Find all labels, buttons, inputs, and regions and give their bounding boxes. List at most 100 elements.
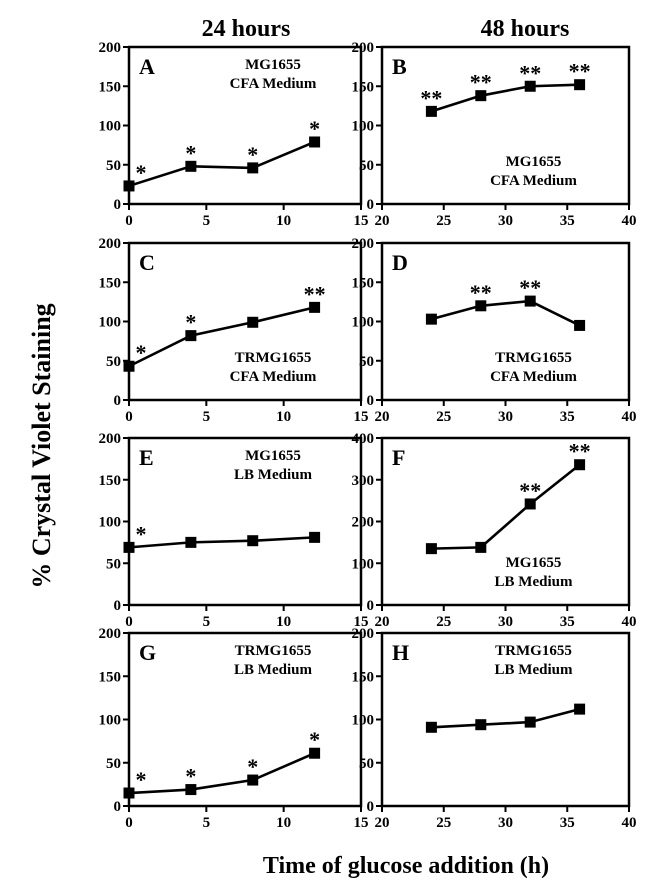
data-point bbox=[524, 498, 536, 510]
y-tick-label: 0 bbox=[367, 393, 375, 409]
significance-marker: * bbox=[185, 310, 196, 335]
series-line bbox=[128, 536, 315, 549]
data-point bbox=[123, 180, 135, 192]
y-tick-label: 100 bbox=[352, 315, 375, 331]
x-tick-label: 15 bbox=[354, 213, 369, 229]
x-tick-label: 30 bbox=[498, 614, 513, 630]
panel-label-b: B bbox=[392, 54, 407, 79]
y-tick-label: 0 bbox=[114, 197, 122, 213]
series-line bbox=[128, 140, 316, 188]
column-header-24h: 24 hours bbox=[202, 16, 291, 42]
data-point bbox=[524, 716, 536, 728]
panel-label-g: G bbox=[139, 640, 156, 665]
y-tick-label: 200 bbox=[99, 236, 122, 252]
panel-label-f: F bbox=[392, 445, 405, 470]
x-tick-label: 10 bbox=[276, 213, 291, 229]
data-point bbox=[475, 541, 487, 553]
x-tick-label: 40 bbox=[622, 409, 637, 425]
y-tick-label: 150 bbox=[99, 79, 122, 95]
strain-label: TRMG1655 bbox=[495, 350, 572, 366]
x-tick-label: 10 bbox=[276, 815, 291, 831]
medium-label: CFA Medium bbox=[490, 173, 577, 189]
series-line bbox=[431, 299, 581, 327]
data-point bbox=[475, 300, 487, 312]
panel-g: 0 50 100 150 200 0 5 10 15 G TRMG1655 LB Medium * * * * bbox=[99, 626, 369, 831]
medium-label: CFA Medium bbox=[490, 369, 577, 385]
data-point bbox=[425, 105, 437, 117]
panel-label-a: A bbox=[139, 54, 155, 79]
significance-marker: ** bbox=[569, 59, 591, 84]
x-tick-label: 40 bbox=[622, 614, 637, 630]
strain-label: MG1655 bbox=[506, 154, 562, 170]
x-tick-label: 20 bbox=[375, 815, 390, 831]
x-tick-label: 5 bbox=[203, 213, 211, 229]
data-point bbox=[185, 784, 197, 796]
significance-marker: ** bbox=[569, 439, 591, 464]
x-tick-label: 5 bbox=[203, 614, 211, 630]
data-point bbox=[247, 162, 259, 174]
x-tick-label: 20 bbox=[375, 213, 390, 229]
y-tick-label: 0 bbox=[114, 393, 122, 409]
y-tick-label: 100 bbox=[99, 515, 122, 531]
x-tick-label: 10 bbox=[276, 614, 291, 630]
data-point bbox=[123, 360, 135, 372]
y-tick-label: 150 bbox=[352, 669, 375, 685]
strain-label: MG1655 bbox=[245, 57, 301, 73]
y-tick-label: 200 bbox=[99, 40, 122, 56]
medium-label: CFA Medium bbox=[230, 76, 317, 92]
x-tick-label: 35 bbox=[560, 815, 575, 831]
y-tick-label: 100 bbox=[99, 713, 122, 729]
strain-label: MG1655 bbox=[245, 448, 301, 464]
x-tick-label: 15 bbox=[354, 409, 369, 425]
data-point bbox=[425, 313, 437, 325]
panel-label-e: E bbox=[139, 445, 154, 470]
y-tick-label: 150 bbox=[352, 79, 375, 95]
series-line bbox=[128, 752, 316, 795]
y-axis-label: % Crystal Violet Staining bbox=[27, 303, 56, 588]
medium-label: CFA Medium bbox=[230, 369, 317, 385]
x-tick-label: 30 bbox=[498, 213, 513, 229]
significance-marker: * bbox=[185, 140, 196, 165]
x-tick-label: 35 bbox=[560, 409, 575, 425]
series-line bbox=[431, 463, 581, 550]
x-tick-label: 30 bbox=[498, 815, 513, 831]
data-point bbox=[425, 543, 437, 555]
data-point bbox=[574, 459, 586, 471]
significance-marker: ** bbox=[519, 478, 541, 503]
y-tick-label: 50 bbox=[359, 158, 374, 174]
significance-marker: * bbox=[309, 727, 320, 752]
x-tick-label: 0 bbox=[125, 409, 133, 425]
y-tick-label: 50 bbox=[106, 556, 121, 572]
y-tick-label: 150 bbox=[99, 669, 122, 685]
data-point bbox=[524, 80, 536, 92]
data-point bbox=[309, 301, 321, 313]
panel-label-h: H bbox=[392, 640, 409, 665]
significance-marker: * bbox=[136, 160, 147, 185]
significance-marker: * bbox=[309, 116, 320, 141]
x-axis-label: Time of glucose addition (h) bbox=[263, 853, 549, 879]
x-tick-label: 0 bbox=[125, 213, 133, 229]
x-tick-label: 5 bbox=[203, 409, 211, 425]
medium-label: LB Medium bbox=[495, 574, 573, 590]
x-tick-label: 0 bbox=[125, 815, 133, 831]
panel-d: 0 50 100 150 200 20 25 30 35 40 D TRMG1655 CFA Mediu… bbox=[352, 236, 637, 425]
x-tick-label: 0 bbox=[125, 614, 133, 630]
data-point bbox=[425, 721, 437, 733]
data-point bbox=[574, 319, 586, 331]
x-tick-label: 20 bbox=[375, 409, 390, 425]
y-tick-label: 50 bbox=[106, 354, 121, 370]
x-tick-label: 35 bbox=[560, 213, 575, 229]
y-tick-label: 0 bbox=[367, 197, 375, 213]
x-tick-label: 5 bbox=[203, 815, 211, 831]
y-tick-label: 50 bbox=[359, 354, 374, 370]
panel-e: 0 50 100 150 200 0 5 10 15 E MG1655 LB Medium * bbox=[99, 431, 369, 630]
data-point bbox=[123, 787, 135, 799]
significance-marker: * bbox=[247, 142, 258, 167]
y-tick-label: 50 bbox=[106, 756, 121, 772]
data-point bbox=[185, 160, 197, 172]
data-point bbox=[247, 316, 259, 328]
data-point bbox=[309, 136, 321, 148]
data-point bbox=[475, 90, 487, 102]
